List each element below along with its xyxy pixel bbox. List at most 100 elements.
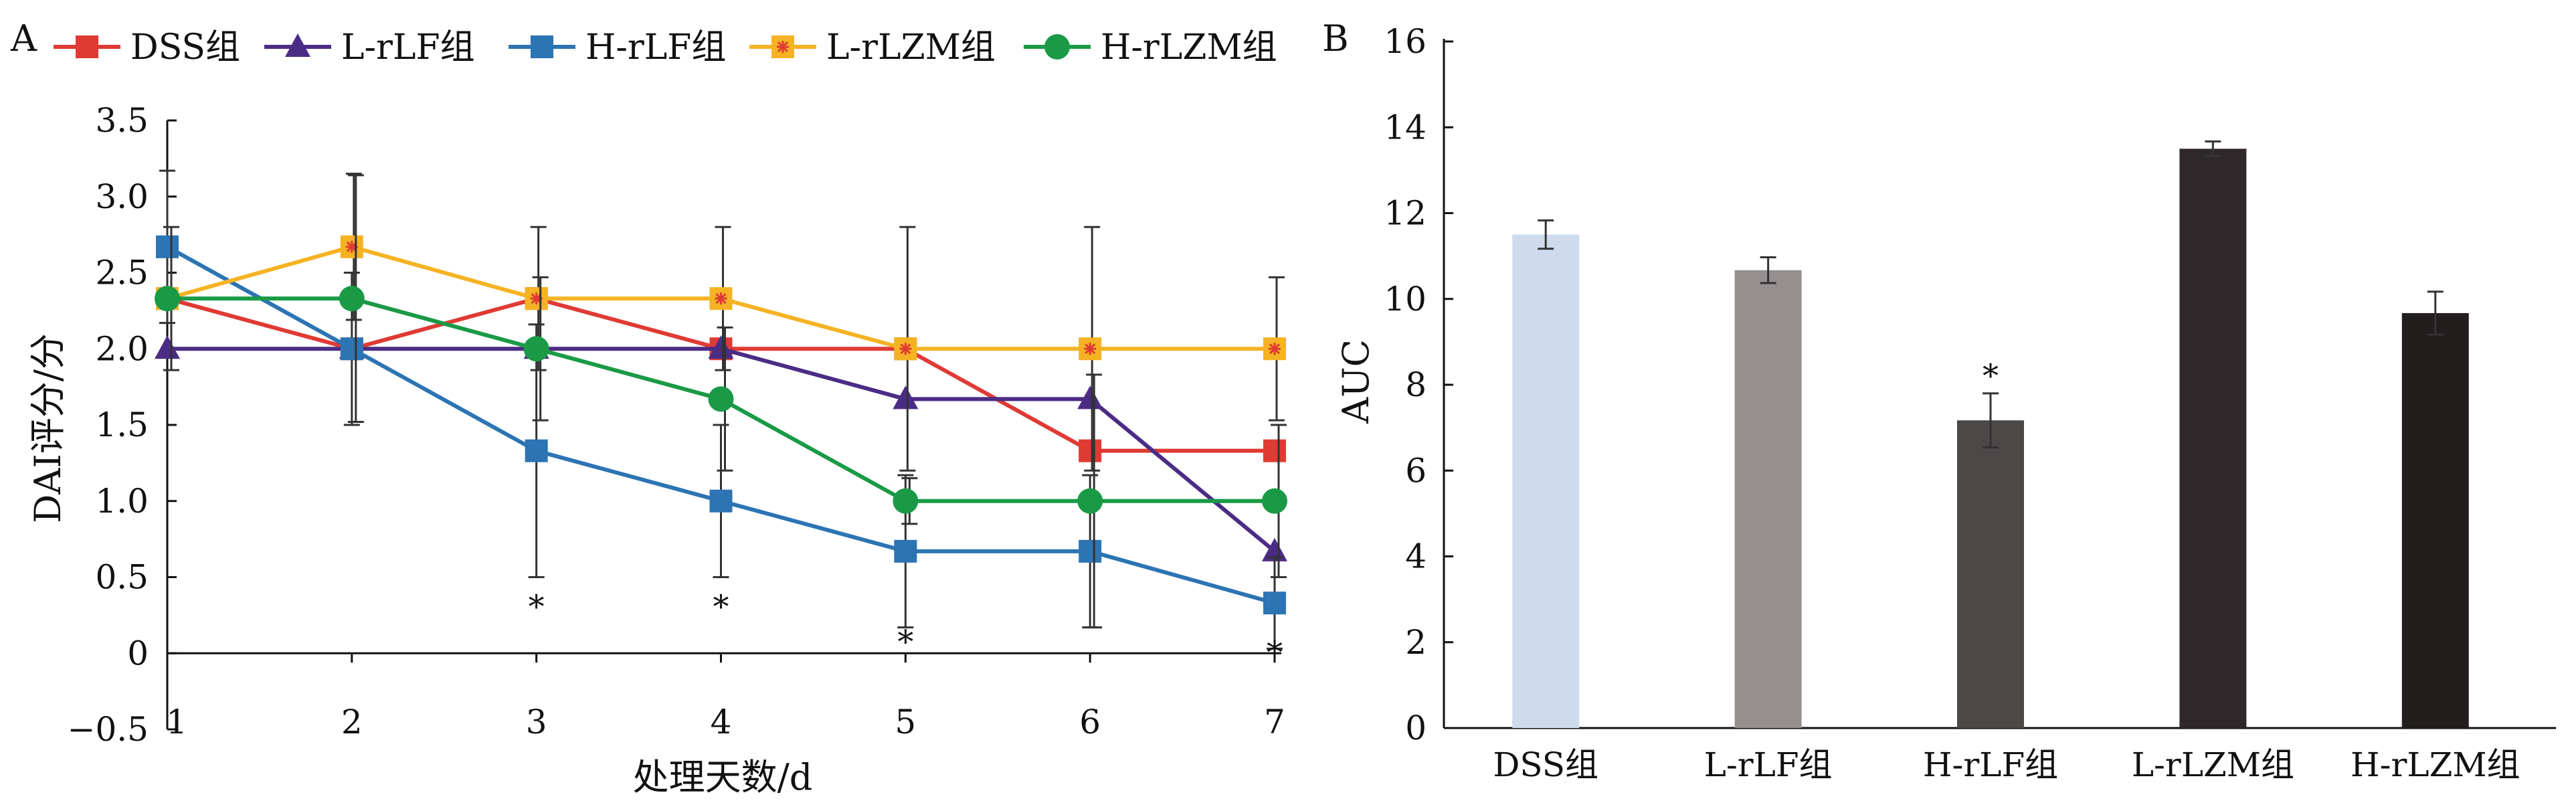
significance-star: *: [529, 588, 545, 626]
data-point-star: [345, 240, 358, 253]
data-point: [893, 385, 919, 410]
axes-b: 0 2 4 6 8 10 12 14 16: [1384, 22, 2556, 747]
legend-marker: [531, 35, 553, 58]
x-tick-label-a: 7: [1264, 703, 1285, 741]
series-group-a: [155, 169, 1287, 650]
x-axis-label-a: 处理天数/d: [633, 756, 813, 798]
data-point: [709, 489, 733, 513]
data-point: [525, 439, 548, 462]
bar: [1512, 234, 1580, 728]
y-tick-label-b: 8: [1405, 365, 1427, 404]
x-tick-label-a: 3: [526, 703, 547, 741]
y-tick-label-b: 10: [1384, 280, 1427, 319]
legend-marker: [285, 33, 310, 57]
legend-item-3: L-rLZM组: [749, 27, 996, 68]
x-tick-label-a: 6: [1079, 703, 1101, 741]
panel-label-a: A: [10, 17, 37, 60]
data-point: [155, 286, 180, 312]
legend-a: DSS组 L-rLF组 H-rLF组 L-rLZM组 H-rLZM组: [54, 27, 1277, 68]
bar: [2179, 149, 2247, 728]
significance-star: *: [897, 624, 913, 661]
legend-label: L-rLF组: [341, 27, 475, 68]
legend-label: H-rLZM组: [1101, 27, 1277, 68]
legend-label: H-rLF组: [585, 27, 726, 68]
y-tick-label-b: 4: [1405, 537, 1427, 576]
x-tick-label-b: H-rLZM组: [2351, 745, 2520, 784]
legend-item-2: H-rLF组: [509, 27, 726, 68]
y-tick-label-a: 3.5: [95, 101, 149, 140]
x-tick-label-b: H-rLF组: [1923, 745, 2058, 784]
data-point: [893, 488, 919, 514]
data-point-star: [1269, 343, 1281, 355]
data-point: [708, 386, 734, 412]
data-point: [1263, 439, 1286, 462]
x-tick-label-a: 5: [895, 703, 916, 741]
data-point: [523, 336, 549, 362]
legend-item-1: L-rLF组: [264, 27, 475, 68]
y-tick-label-a: −0.5: [68, 710, 149, 749]
data-point-star: [530, 292, 543, 305]
y-tick-label-b: 2: [1405, 623, 1427, 662]
y-tick-label-b: 12: [1384, 194, 1427, 233]
y-tick-label-b: 0: [1405, 709, 1427, 747]
y-tick-label-a: 2.5: [95, 254, 149, 292]
bars-group-b: DSS组 L-rLF组 H-rLF组 * L-rLZM组 H-rLZM组: [1493, 140, 2520, 784]
y-tick-label-a: 0.5: [95, 558, 149, 597]
y-tick-label-a: 0: [127, 634, 149, 672]
data-point: [1077, 488, 1103, 514]
data-point: [155, 335, 180, 359]
data-point-star: [899, 343, 912, 355]
y-tick-label-a: 2.0: [95, 329, 149, 368]
y-axis-label-a: DAI评分/分: [27, 333, 69, 523]
annotations-a: * * * *: [529, 588, 1283, 671]
x-tick-label-b: L-rLZM组: [2132, 745, 2294, 784]
chart-panel-a: A DSS组 L-rLF组 H-rLF组 L-rLZM组 H-rLZM组 −0.5 0 0.…: [10, 17, 1287, 798]
x-tick-label-b: L-rLF组: [1704, 745, 1833, 784]
data-point: [1077, 385, 1103, 410]
y-tick-label-b: 14: [1384, 108, 1427, 147]
data-point: [156, 235, 179, 258]
bar-group-1: L-rLF组: [1704, 256, 1833, 784]
bar-group-2: H-rLF组 *: [1923, 357, 2058, 784]
data-point: [339, 286, 365, 312]
legend-marker-star: [777, 41, 789, 53]
data-point: [894, 539, 917, 563]
y-tick-label-a: 1.0: [95, 482, 149, 521]
data-point: [708, 335, 734, 359]
bar-group-4: H-rLZM组: [2351, 290, 2520, 784]
x-tick-label-a: 4: [711, 703, 732, 741]
significance-star: *: [1983, 357, 1999, 395]
axes-a: −0.5 0 0.5 1.0 1.5 2.0 2.5 3.0 3.5 1 2 3 4 5 6 7: [68, 101, 1285, 749]
panel-label-b: B: [1322, 17, 1349, 60]
bar: [1734, 270, 1802, 728]
legend-marker: [1044, 34, 1070, 60]
legend-marker: [76, 35, 98, 58]
chart-panel-b: B 0 2 4 6 8 10 12 14 16 DSS组 L-rLF组 H-rLF组 * L-rLZM组…: [1322, 17, 2556, 784]
data-point-star: [715, 292, 727, 305]
data-point: [1263, 592, 1286, 615]
legend-label: DSS组: [130, 27, 240, 68]
x-tick-label-b: DSS组: [1493, 745, 1598, 784]
significance-star: *: [713, 588, 729, 626]
data-point-star: [1084, 343, 1097, 355]
bar-group-3: L-rLZM组: [2132, 140, 2294, 784]
data-point: [340, 337, 363, 361]
x-tick-label-a: 1: [166, 703, 187, 741]
series-4: [155, 174, 1287, 629]
data-point: [1262, 488, 1287, 514]
data-point: [1079, 439, 1102, 462]
legend-label: L-rLZM组: [826, 27, 996, 68]
bar-group-0: DSS组: [1493, 219, 1598, 784]
y-tick-label-a: 3.0: [95, 177, 149, 216]
x-tick-label-a: 2: [341, 703, 363, 741]
legend-item-0: DSS组: [54, 27, 240, 68]
data-point: [1079, 539, 1102, 563]
y-tick-label-b: 16: [1384, 22, 1427, 61]
y-axis-label-b: AUC: [1335, 339, 1377, 424]
y-tick-label-b: 6: [1405, 451, 1427, 490]
significance-star: *: [1267, 634, 1283, 671]
bar: [2401, 312, 2469, 728]
y-tick-label-a: 1.5: [95, 406, 149, 444]
legend-item-4: H-rLZM组: [1024, 27, 1277, 68]
